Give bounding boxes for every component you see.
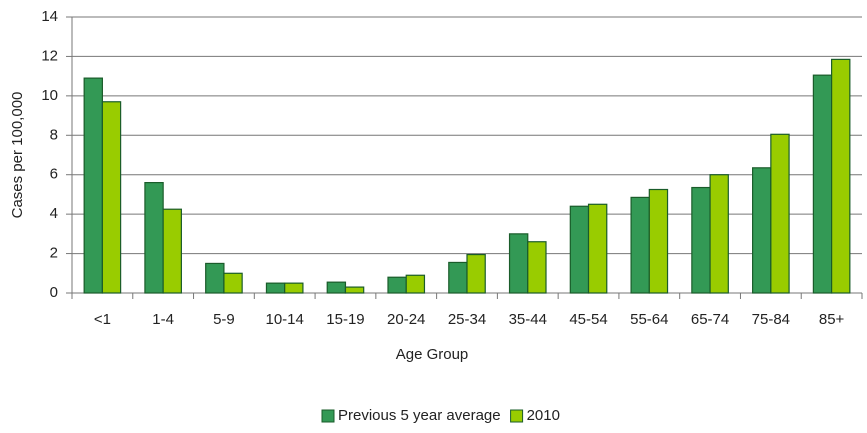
- bar: [265, 282, 286, 294]
- bar: [387, 276, 407, 294]
- bar: [326, 281, 347, 294]
- bar: [709, 174, 729, 294]
- bar: [770, 133, 790, 294]
- bar: [569, 205, 590, 294]
- bar: [527, 241, 547, 294]
- legend-label: Previous 5 year average: [338, 407, 501, 424]
- y-tick-label: 4: [50, 205, 58, 222]
- bar: [344, 286, 365, 294]
- legend-swatch: [321, 409, 335, 423]
- y-tick-label: 2: [50, 245, 58, 262]
- x-tick-label: 20-24: [387, 311, 425, 328]
- x-tick-label: 45-54: [569, 311, 607, 328]
- y-tick-label: 6: [50, 166, 58, 183]
- legend-label: 2010: [527, 407, 560, 424]
- x-tick-label: <1: [94, 311, 111, 328]
- x-tick-label: 1-4: [152, 311, 174, 328]
- bar: [223, 272, 243, 294]
- y-tick-label: 12: [41, 47, 58, 64]
- bar: [284, 282, 304, 294]
- bar: [83, 77, 103, 294]
- x-axis-title: Age Group: [396, 346, 469, 363]
- x-tick-label: 15-19: [326, 311, 364, 328]
- bar: [144, 182, 164, 294]
- x-tick-label: 35-44: [509, 311, 547, 328]
- x-tick-label: 75-84: [752, 311, 790, 328]
- y-axis-title: Cases per 100,000: [9, 92, 26, 219]
- bar: [101, 101, 122, 294]
- bar: [630, 196, 650, 294]
- y-tick-label: 8: [50, 126, 58, 143]
- bar: [162, 208, 182, 294]
- bar: [812, 74, 833, 294]
- bar: [587, 203, 608, 294]
- bar: [752, 167, 772, 294]
- bar: [648, 188, 669, 294]
- y-tick-label: 14: [41, 8, 58, 25]
- bar: [466, 253, 486, 294]
- bar: [508, 233, 529, 294]
- bar: [205, 262, 225, 294]
- x-tick-label: 5-9: [213, 311, 235, 328]
- x-tick-label: 25-34: [448, 311, 486, 328]
- x-tick-label: 10-14: [266, 311, 304, 328]
- legend-swatch: [510, 409, 524, 423]
- x-tick-label: 55-64: [630, 311, 668, 328]
- bar: [405, 274, 426, 294]
- y-tick-label: 10: [41, 87, 58, 104]
- x-tick-label: 85+: [819, 311, 845, 328]
- bar: [691, 186, 711, 294]
- y-tick-label: 0: [50, 284, 58, 301]
- bar: [831, 58, 851, 294]
- x-tick-label: 65-74: [691, 311, 729, 328]
- bar: [448, 261, 468, 294]
